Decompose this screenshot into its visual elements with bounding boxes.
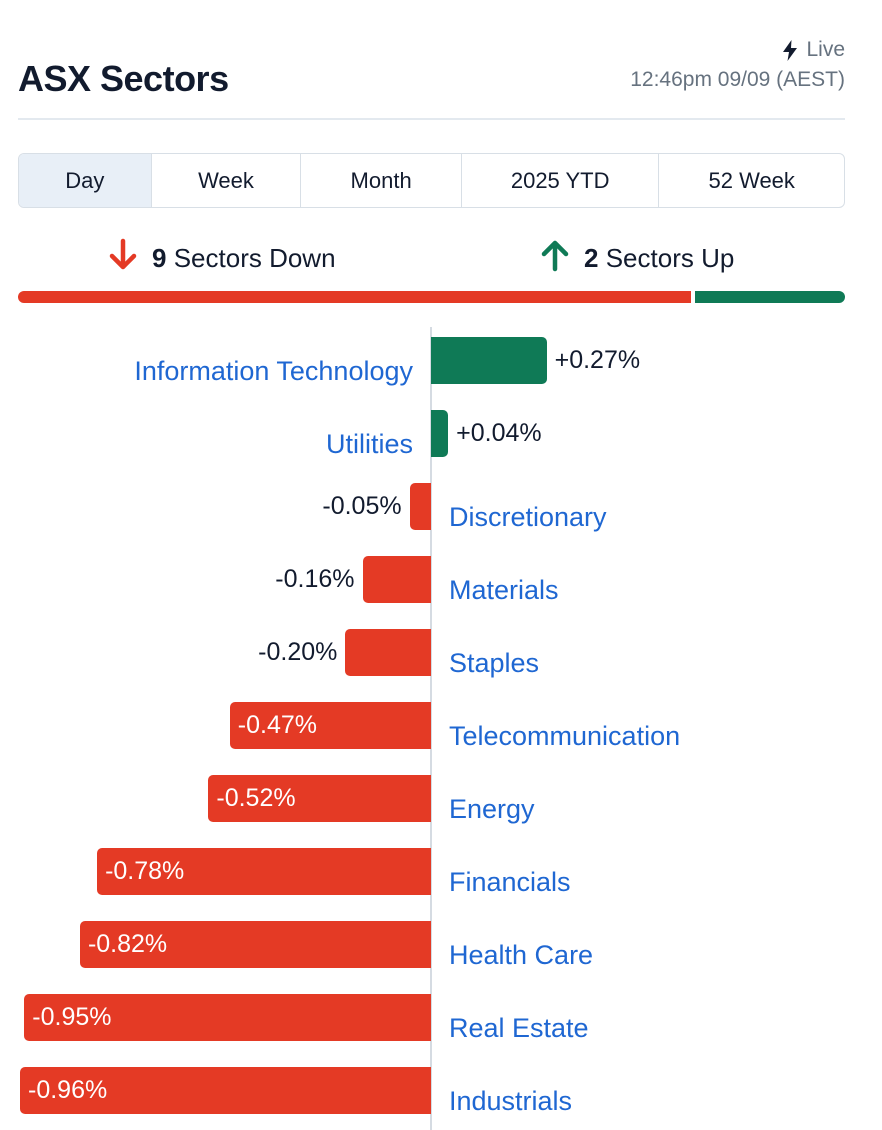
bar-utilities [431,410,449,457]
sector-link-telecommunication[interactable]: Telecommunication [449,721,681,751]
sectors-down-summary: 9 Sectors Down [108,238,336,279]
breadth-bar [18,291,845,303]
sector-link-energy[interactable]: Energy [449,794,535,824]
bar-real-estate [24,994,431,1041]
value-label-health-care: -0.82% [87,930,168,958]
value-label-financials: -0.78% [105,857,185,885]
sectors-down-count: 9 [152,243,167,273]
arrow-up-icon [540,238,570,279]
tab-day[interactable]: Day [19,154,152,207]
tab-52-week[interactable]: 52 Week [708,167,795,193]
value-label-utilities: +0.04% [456,419,542,447]
value-label-discretionary: -0.05% [322,492,402,520]
live-label: Live [806,38,845,61]
sector-performance-chart: +0.27% Information Technology +0.04% Utilit… [0,327,882,1130]
breadth-bar-up-segment [695,291,845,303]
bar-energy [208,775,431,822]
timestamp: 12:46pm 09/09 (AEST) [630,68,845,91]
sectors-up-summary: 2 Sectors Up [540,238,734,279]
sector-link-materials[interactable]: Materials [449,575,559,605]
period-tabs: Day Week Month 2025 YTD 52 Week [18,153,845,208]
sector-link-utilities[interactable]: Utilities [325,429,413,459]
lightning-bolt-icon [782,39,798,61]
value-label-telecommunication: -0.47% [237,711,317,739]
bar-information-technology [431,337,547,384]
tab-month[interactable]: Month [301,154,462,207]
sectors-up-label: Sectors Up [605,243,735,273]
sector-link-financials[interactable]: Financials [449,867,571,897]
breadth-bar-down-segment [18,291,692,303]
header: ASX Sectors Live 12:46pm 09/09 (AEST) [18,30,845,120]
market-breadth-summary: 9 Sectors Down 2 Sectors Up [0,238,882,282]
sectors-up-count: 2 [584,243,599,273]
sector-link-staples[interactable]: Staples [449,648,540,678]
value-label-real-estate: -0.95% [32,1003,112,1031]
sector-link-health-care[interactable]: Health Care [449,940,594,970]
bar-staples [345,629,431,676]
sector-link-industrials[interactable]: Industrials [449,1086,573,1116]
tab-week[interactable]: Week [152,154,302,207]
sectors-down-label: Sectors Down [173,243,336,273]
value-label-staples: -0.20% [258,638,338,666]
bar-financials [97,848,431,895]
bar-discretionary [409,483,431,530]
sector-link-information-technology[interactable]: Information Technology [134,356,413,386]
page-title: ASX Sectors [18,58,229,99]
value-label-energy: -0.52% [216,784,296,812]
chart-zero-axis [430,327,432,1130]
bar-health-care [79,921,431,968]
value-label-information-technology: +0.27% [554,346,641,374]
bar-industrials [20,1067,431,1114]
value-label-industrials: -0.96% [28,1076,108,1104]
live-indicator: Live [782,38,845,62]
sector-link-real-estate[interactable]: Real Estate [449,1013,589,1043]
tab-2025-ytd[interactable]: 2025 YTD [462,154,660,207]
bar-materials [362,556,431,603]
sector-link-discretionary[interactable]: Discretionary [449,502,607,532]
arrow-down-icon [108,238,138,279]
value-label-materials: -0.16% [275,565,355,593]
bar-telecommunication [229,702,431,749]
